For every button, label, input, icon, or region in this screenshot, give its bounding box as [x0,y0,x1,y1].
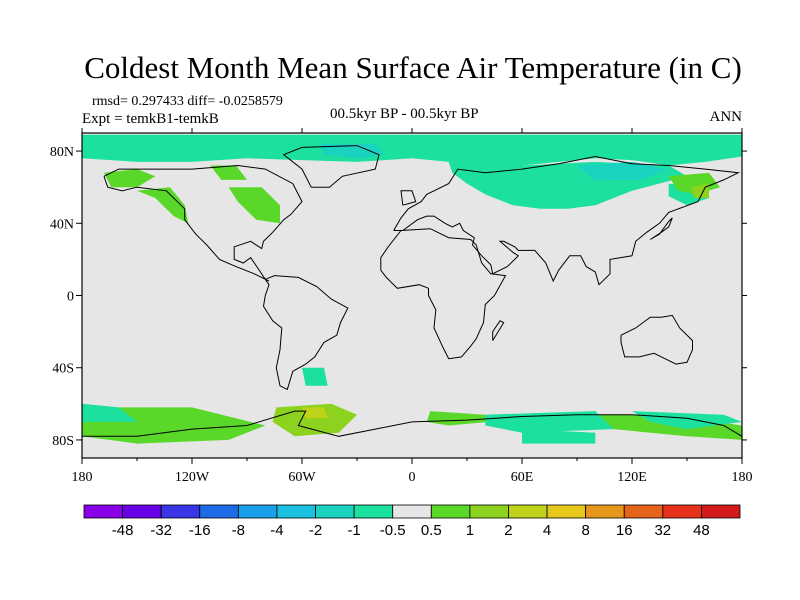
colorbar-label: 0.5 [421,522,442,539]
colorbar-label: -48 [112,522,134,539]
coastline-3 [380,228,507,360]
colorbar-box [546,504,587,519]
stats-text: rmsd= 0.297433 diff= -0.0258579 [92,94,283,109]
colorbar-label: -32 [150,522,172,539]
region-s-indian [522,429,596,444]
colorbar-label: -0.5 [380,522,406,539]
chart-title: Coldest Month Mean Surface Air Temperatu… [84,50,742,85]
region-ross [632,411,742,430]
colorbar-label: 1 [466,522,474,539]
colorbar-box [392,504,432,519]
period-text: 00.5kyr BP - 00.5kyr BP [330,106,479,122]
region-weddell [272,403,357,437]
season-text: ANN [709,109,743,125]
colorbar-box [701,504,741,519]
region-s-atlantic [302,367,328,386]
colorbar-label: 8 [581,522,589,539]
colorbar-box [353,504,394,519]
region-greenland-cap [320,143,385,159]
x-tick-label: 180 [732,470,753,485]
coastline-5 [282,145,380,188]
colorbar-box [430,504,471,519]
region-nw-america [137,187,189,224]
colorbar-box [469,504,509,519]
colorbar-label: 48 [693,522,710,539]
coastline-0 [103,164,303,282]
y-tick-label: 80N [50,145,74,160]
region-weddell-core [302,407,328,419]
experiment-text: Expt = temkB1-temkB [82,111,219,127]
x-tick-label: 120W [175,470,210,485]
coastline-2 [393,155,741,286]
colorbar-box [585,504,625,519]
coastline-1 [262,275,349,391]
coastline-4 [620,314,693,365]
colorbar-label: 4 [543,522,551,539]
x-tick-label: 60W [288,470,316,485]
x-tick-label: 0 [409,470,416,485]
colorbar-box [276,504,316,519]
colorbar-label: 2 [504,522,512,539]
coastlines [82,145,743,437]
y-tick-label: 80S [52,434,74,449]
colorbar-box [315,504,355,519]
coastline-7 [400,190,417,206]
region-arctic-band [82,134,742,166]
x-tick-label: 120E [617,470,647,485]
x-tick-label: 180 [72,470,93,485]
colorbar-box [122,504,162,519]
colorbar-label: 32 [654,522,671,539]
region-eastern-canada [228,187,280,224]
region-south-band-w [82,403,137,422]
y-tick-label: 40S [52,362,74,377]
colorbar-box [623,504,664,519]
region-hudson [210,165,247,180]
colorbar-label: -2 [309,522,322,539]
colorbar-label: -1 [347,522,360,539]
colorbar-label: -8 [232,522,245,539]
colorbar-box [237,504,278,519]
shaded-regions [82,134,742,444]
colorbar-label: 16 [616,522,633,539]
region-south-ocean-e [426,411,489,426]
region-siberia-core [577,161,669,180]
colorbar-label: -4 [270,522,283,539]
coastline-6 [82,410,743,437]
y-tick-label: 0 [67,290,74,305]
x-tick-label: 60E [511,470,534,485]
colorbar-box [508,504,548,519]
colorbar-label: -16 [189,522,211,539]
coastline-8 [650,217,673,240]
coastline-9 [492,320,505,341]
colorbar-box [662,504,702,519]
region-alaska [104,169,156,188]
y-tick-label: 40N [50,217,74,232]
colorbar-box [199,504,239,519]
region-kamchatka [690,183,709,198]
colorbar-box [160,504,201,519]
colorbar-box [83,504,123,519]
